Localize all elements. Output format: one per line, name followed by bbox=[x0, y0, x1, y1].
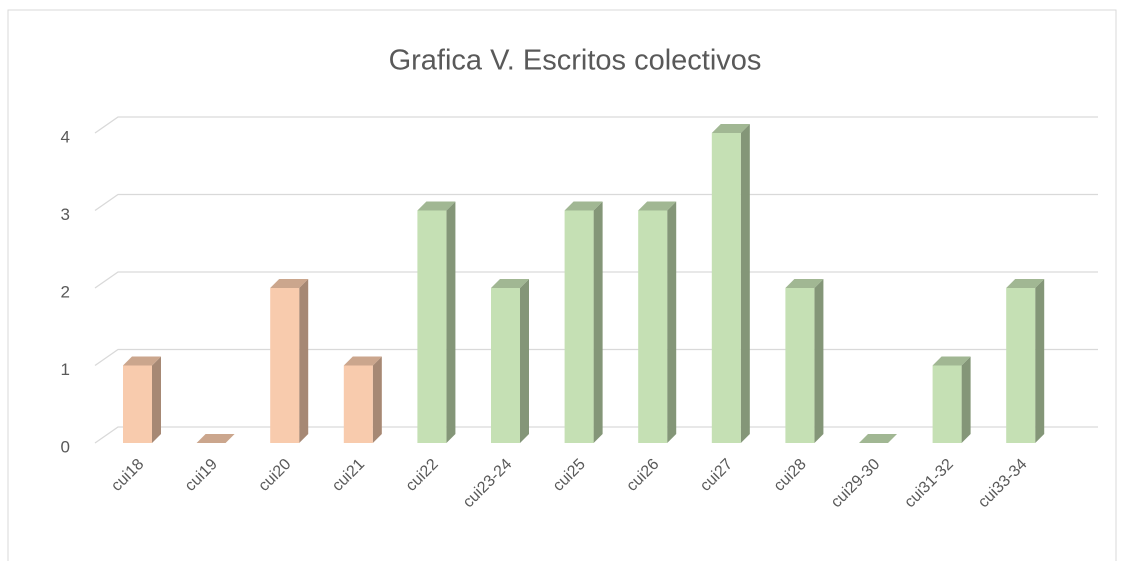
bar-top-shade bbox=[711, 124, 750, 133]
bar-front bbox=[711, 133, 741, 443]
y-tick-label: 4 bbox=[61, 127, 70, 146]
chart-border bbox=[7, 9, 1117, 561]
grid-line bbox=[94, 193, 1098, 212]
bar-side-shade bbox=[446, 201, 456, 443]
bar-side-shade bbox=[593, 201, 603, 443]
bar-side bbox=[961, 356, 971, 443]
grid-line bbox=[94, 348, 1098, 367]
bar-side-shade bbox=[299, 279, 309, 443]
bar-front bbox=[417, 210, 447, 443]
x-tick-label: cui28 bbox=[771, 456, 810, 495]
bar-side bbox=[667, 201, 677, 443]
bar-top-shade bbox=[564, 201, 603, 211]
x-tick-label: cui33-34 bbox=[975, 456, 1031, 512]
bar bbox=[123, 356, 161, 443]
y-tick-label: 1 bbox=[61, 360, 70, 379]
bar-side bbox=[446, 201, 456, 443]
bar-front bbox=[785, 288, 815, 443]
bar-front bbox=[932, 365, 962, 443]
bar-top-shade bbox=[270, 279, 309, 288]
bar-side bbox=[299, 279, 309, 443]
bar-front bbox=[638, 210, 668, 443]
bar bbox=[564, 201, 603, 443]
bar-front bbox=[1006, 288, 1036, 443]
bar-top-shade bbox=[417, 201, 456, 211]
x-tick-label: cui20 bbox=[255, 456, 294, 495]
bar bbox=[417, 201, 456, 443]
bar bbox=[859, 434, 897, 443]
x-tick-label: cui25 bbox=[550, 456, 589, 495]
bar-top bbox=[343, 356, 382, 366]
x-tick-label: cui27 bbox=[697, 456, 736, 495]
x-tick-label: cui18 bbox=[108, 456, 147, 495]
y-tick-label: 2 bbox=[61, 282, 70, 301]
x-tick-label: cui26 bbox=[623, 456, 662, 495]
bar-top-shade bbox=[859, 434, 897, 443]
y-tick-label: 3 bbox=[61, 205, 70, 224]
bar-side-shade bbox=[961, 356, 971, 443]
bar-top-shade bbox=[343, 356, 382, 366]
bar-front bbox=[491, 288, 520, 443]
bar-side bbox=[520, 279, 529, 443]
bar-top-shade bbox=[491, 279, 529, 288]
bar-side bbox=[814, 279, 824, 443]
bar-top bbox=[711, 124, 750, 133]
bar bbox=[932, 356, 971, 443]
bar bbox=[711, 124, 750, 443]
bar-top bbox=[417, 201, 456, 211]
bar-front bbox=[564, 210, 594, 443]
bar-top-shade bbox=[932, 356, 971, 366]
bar bbox=[785, 279, 824, 443]
grid-line bbox=[94, 271, 1098, 289]
y-tick-label: 0 bbox=[61, 437, 70, 456]
bar-side bbox=[372, 356, 382, 443]
bar-side-shade bbox=[814, 279, 824, 443]
bar-top bbox=[123, 356, 161, 366]
bar-side-shade bbox=[740, 124, 750, 443]
bar-top-shade bbox=[196, 434, 235, 443]
bar-side-shade bbox=[372, 356, 382, 443]
grid-line bbox=[94, 116, 1098, 134]
bar-side-shade bbox=[1035, 279, 1045, 443]
bar-top bbox=[196, 434, 235, 443]
bar bbox=[638, 201, 677, 443]
bar-side bbox=[740, 124, 750, 443]
bar-top bbox=[785, 279, 824, 288]
bar-top-shade bbox=[123, 356, 161, 366]
bar bbox=[196, 434, 235, 443]
bar-top-shade bbox=[1006, 279, 1045, 288]
bar-top bbox=[491, 279, 529, 288]
x-tick-label: cui21 bbox=[329, 456, 368, 495]
bar-top-shade bbox=[785, 279, 824, 288]
bar-top bbox=[638, 201, 677, 211]
bar-top bbox=[564, 201, 603, 211]
bar-front bbox=[123, 365, 152, 443]
bar-side bbox=[1035, 279, 1045, 443]
bar-top bbox=[1006, 279, 1045, 288]
x-tick-label: cui31-32 bbox=[901, 456, 957, 512]
chart-title: Grafica V. Escritos colectivos bbox=[389, 45, 762, 77]
bar bbox=[343, 356, 382, 443]
x-tick-label: cui23-24 bbox=[460, 456, 516, 512]
bar-side-shade bbox=[667, 201, 677, 443]
bar-front bbox=[270, 288, 300, 443]
bar-side-shade bbox=[152, 356, 161, 443]
x-tick-label: cui19 bbox=[182, 456, 221, 495]
bar-side bbox=[593, 201, 603, 443]
bar-top bbox=[270, 279, 309, 288]
bar-top bbox=[932, 356, 971, 366]
bar bbox=[491, 279, 529, 443]
bar-top bbox=[859, 434, 897, 443]
x-tick-label: cui22 bbox=[403, 456, 442, 495]
bar-front bbox=[343, 365, 373, 443]
bar-top-shade bbox=[638, 201, 677, 211]
bar-side bbox=[152, 356, 161, 443]
grid-line bbox=[94, 426, 1098, 444]
x-tick-label: cui29-30 bbox=[828, 456, 884, 512]
bar bbox=[1006, 279, 1045, 443]
bar bbox=[270, 279, 309, 443]
bar-side-shade bbox=[520, 279, 529, 443]
